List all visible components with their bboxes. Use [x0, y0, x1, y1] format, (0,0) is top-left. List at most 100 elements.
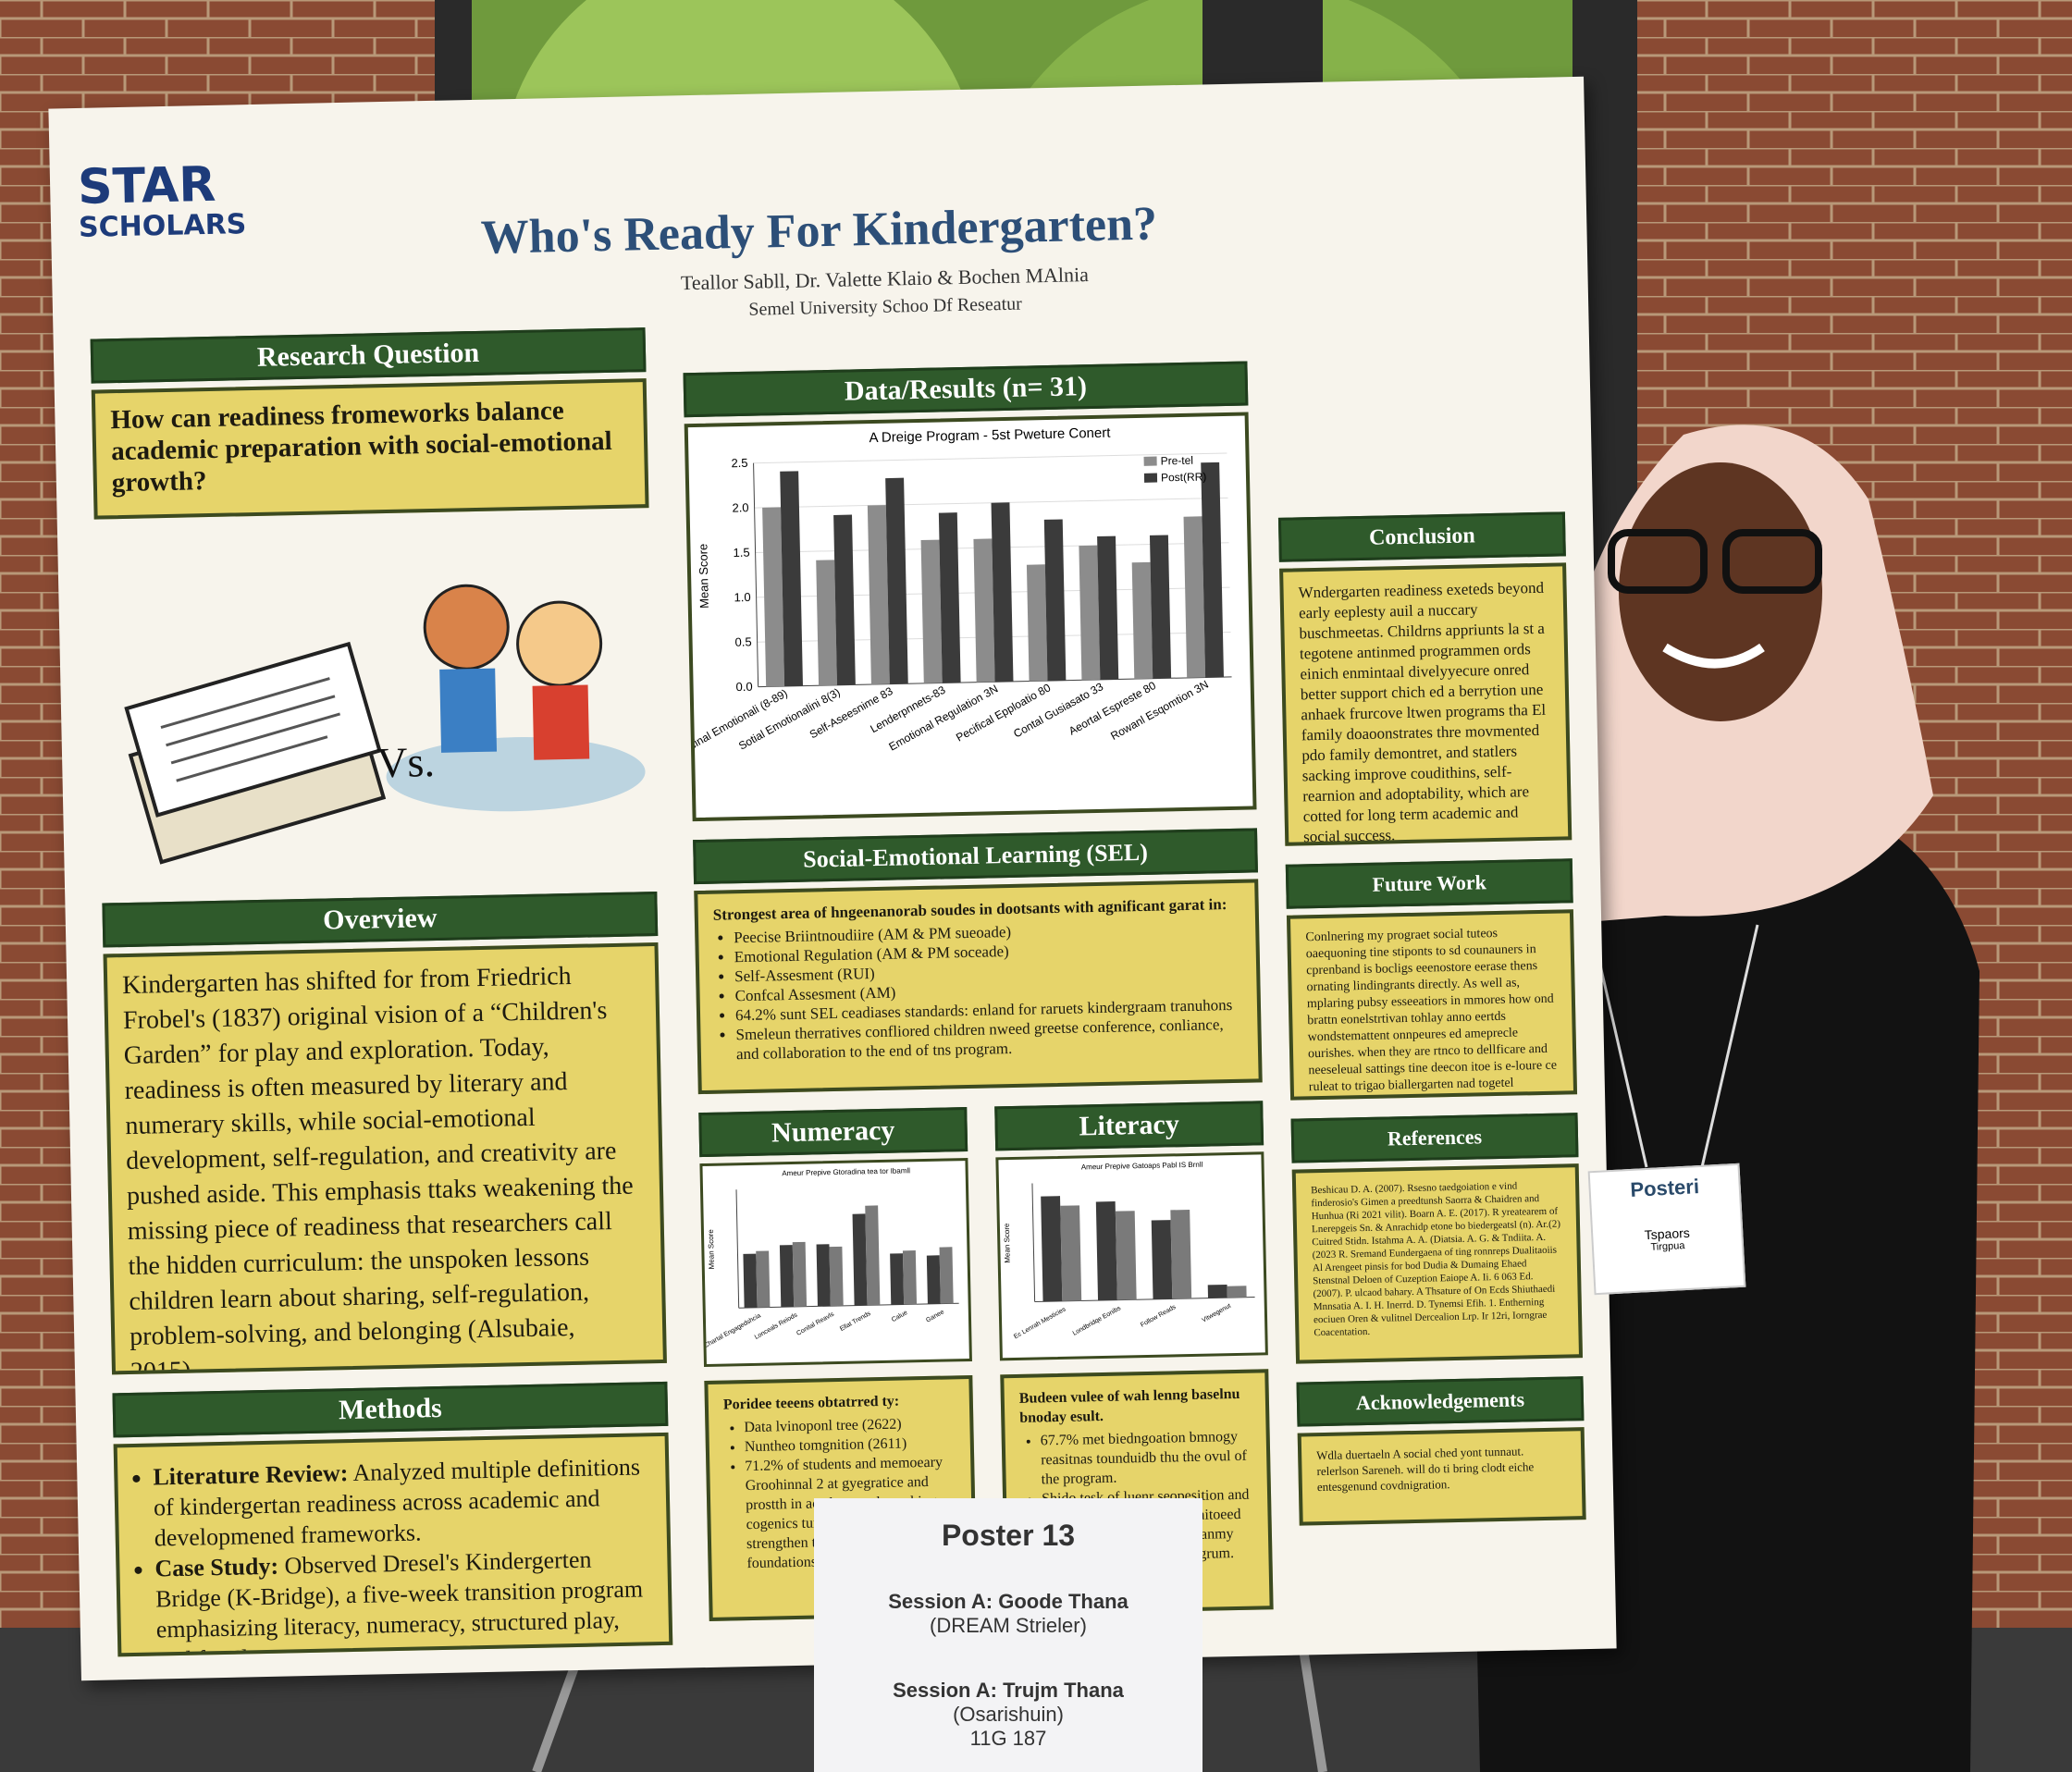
- bar: [743, 1253, 758, 1309]
- bar: [1060, 1205, 1082, 1301]
- bar: [829, 1246, 844, 1307]
- chart: A Dreige Program - 5st Pweture Conert Mea…: [675, 425, 1232, 758]
- legend-label: Post(RR): [1161, 470, 1207, 484]
- section-heading: Numeracy: [698, 1107, 968, 1158]
- box-intro: Budeen vulee of wah lenng baselnu bnoday…: [1018, 1385, 1240, 1426]
- bar: [1043, 519, 1067, 682]
- methods-item: Case Study: Observed Dresel's Kindergert…: [154, 1543, 655, 1657]
- bar: [852, 1213, 868, 1306]
- y-tick-label: 2.0: [732, 500, 748, 514]
- x-tick-label: Conital Reavls: [796, 1311, 835, 1336]
- box-item: 67.7% met biedngoation bmnogy reasitnas …: [1041, 1427, 1252, 1490]
- bar: [1170, 1209, 1192, 1299]
- axis-line: [738, 1302, 959, 1309]
- bar: [938, 512, 961, 683]
- bar: [939, 1247, 954, 1304]
- bar: [816, 1244, 831, 1307]
- y-axis-label: Mean Score: [696, 544, 710, 609]
- bar: [756, 1250, 771, 1308]
- logo-bottom: SCHOLARS: [78, 208, 247, 244]
- grid-line: [753, 452, 1227, 464]
- y-tick-label: 0.5: [734, 634, 751, 648]
- overview-text: Kindergarten has shifted for from Friedr…: [103, 941, 667, 1375]
- bar: [973, 538, 995, 683]
- box-intro: Poridee teeens obtatrred ty:: [722, 1393, 900, 1413]
- section-heading: Research Question: [90, 327, 647, 384]
- bar: [890, 1253, 905, 1305]
- bar: [779, 1245, 795, 1308]
- chart-panel: Ameur Prepive Gtoradina tea tor Ibamll Me…: [699, 1158, 972, 1368]
- x-tick-label: Self-Aseesnime 83: [808, 684, 895, 742]
- bar: [902, 1250, 918, 1305]
- chart-title: Ameur Prepive Gatoaps Pabl IS Brnll: [1081, 1161, 1203, 1172]
- x-tick-label: Ec Lenrah Mesticies: [1013, 1306, 1067, 1340]
- section-heading: References: [1290, 1113, 1579, 1163]
- y-tick-label: 1.0: [734, 590, 750, 604]
- axis-line: [753, 462, 759, 687]
- bar: [1149, 535, 1172, 679]
- chart-panel: A Dreige Program - 5st Pweture Conert Mea…: [675, 412, 1257, 822]
- child: [423, 584, 510, 671]
- badge-title: Posteri: [1629, 1175, 1700, 1201]
- bar: [1079, 545, 1101, 681]
- bar: [1183, 516, 1206, 678]
- chart-title: Ameur Prepive Gtoradina tea tor Ibamll: [782, 1166, 910, 1177]
- x-tick-label: Chartal Engagedshcia: [703, 1312, 762, 1349]
- box-list: Peecise Briintnoudiire (AM & PM sueoade)…: [713, 917, 1243, 1064]
- legend-swatch: [1143, 473, 1158, 483]
- bar: [1131, 561, 1153, 680]
- logo: STAR SCHOLARS: [78, 157, 247, 244]
- face: [1619, 462, 1822, 721]
- bar: [1151, 1220, 1173, 1299]
- section-heading: Data/Results (n= 31): [683, 361, 1249, 418]
- smile: [1662, 643, 1765, 669]
- illustration: Vs.: [124, 584, 646, 865]
- poster-placard: Poster 13 Session A: Goode Thana (DREAM …: [814, 1498, 1202, 1772]
- bar: [833, 514, 856, 685]
- y-axis-label: Mean Score: [707, 1229, 716, 1270]
- x-tick-label: Ganee: [925, 1309, 945, 1323]
- x-tick-label: Ellat Trends: [839, 1311, 872, 1333]
- glasses: [1722, 529, 1822, 594]
- axis-line: [1031, 1183, 1036, 1302]
- conclusion-text: Wndergarten readiness exeteds beyond ear…: [1279, 562, 1572, 846]
- chart-title: A Dreige Program - 5st Pweture Conert: [869, 425, 1111, 446]
- y-axis-label: Mean Score: [1003, 1223, 1012, 1263]
- x-tick-label: Follow Reads: [1140, 1304, 1178, 1329]
- section-heading: Social-Emotional Learning (SEL): [693, 828, 1258, 885]
- placard-title: Poster 13: [941, 1519, 1076, 1552]
- methods-item: Literature Review: Analyzed multiple def…: [153, 1451, 652, 1553]
- x-tick-label: Londbridqe Eonibs: [1072, 1305, 1123, 1337]
- bar: [865, 1205, 881, 1306]
- child-body: [532, 684, 590, 760]
- placard-affiliation: (Osarishuin): [953, 1703, 1064, 1726]
- bar: [792, 1241, 808, 1307]
- bar: [780, 471, 803, 687]
- paper-stack: [124, 641, 387, 865]
- child: [516, 600, 603, 687]
- bar: [991, 502, 1014, 683]
- section-heading: Acknowledgements: [1296, 1376, 1585, 1427]
- bar: [1201, 461, 1224, 678]
- x-tick-label: Vitwegenut: [1201, 1303, 1232, 1324]
- section-heading: Methods: [112, 1381, 669, 1438]
- x-tick-label: Rowanl Esqomtion 3N: [1108, 678, 1210, 743]
- versus-label: Vs.: [376, 738, 436, 786]
- bar: [1095, 1201, 1117, 1301]
- chart-panel: Ameur Prepive Gatoaps Pabl IS Brnll Mean …: [995, 1151, 1268, 1361]
- chart: Ameur Prepive Gatoaps Pabl IS Brnll Mean …: [1003, 1161, 1255, 1340]
- x-tick-label: Pecifical Epploatio 80: [954, 681, 1053, 744]
- bar: [867, 505, 890, 685]
- y-tick-label: 0.0: [735, 680, 752, 694]
- y-tick-label: 1.5: [733, 546, 749, 560]
- section-heading: Conclusion: [1277, 511, 1566, 562]
- y-tick-label: 2.5: [731, 456, 747, 470]
- bar: [762, 507, 785, 687]
- poster: STAR SCHOLARS Who's Ready For Kindergart…: [48, 76, 1617, 1681]
- sel-box: Strongest area of hngeenanorab soudes in…: [694, 879, 1263, 1095]
- placard-session: Session A: Trujm Thana: [893, 1679, 1124, 1702]
- placard-affiliation: (DREAM Strieler): [930, 1614, 1087, 1637]
- bar: [1026, 564, 1048, 682]
- name-badge: Posteri Tspaors Tirgpua: [1587, 1163, 1746, 1296]
